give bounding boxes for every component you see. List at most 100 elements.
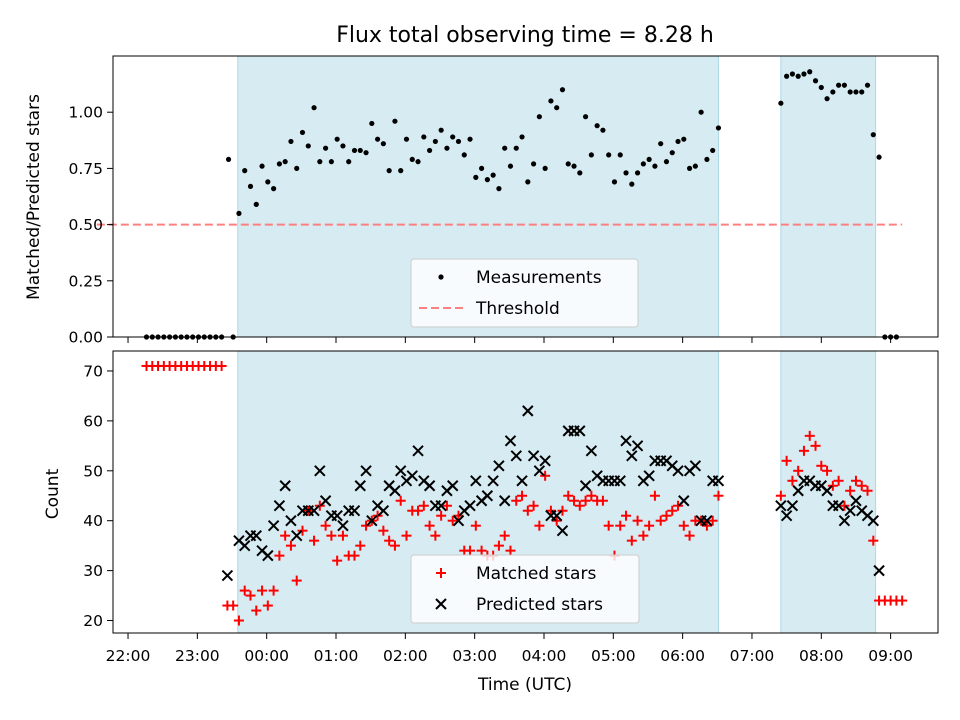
y-tick-label: 0.50 [68, 216, 103, 234]
predicted-stars-point-15 [308, 505, 320, 517]
matched-stars-point-53 [441, 500, 452, 511]
predicted-stars-point-87 [780, 510, 793, 522]
measurements-point-69 [536, 114, 542, 120]
measurements-point-95 [686, 165, 693, 171]
matched-stars-point-87 [638, 530, 649, 541]
matched-stars-point-52 [436, 510, 447, 521]
measurements-point-73 [559, 87, 566, 93]
measurements-point-51 [432, 138, 438, 145]
predicted-stars-point-70 [626, 450, 638, 462]
legend-box [410, 554, 640, 624]
matched-stars-point-22 [262, 600, 273, 611]
matched-stars-point-57 [465, 545, 476, 556]
measurements-point-21 [259, 163, 265, 169]
matched-stars-point-65 [511, 495, 522, 506]
measurements-point-100 [715, 125, 722, 131]
measurements-point-113 [847, 89, 853, 95]
y-tick-label: 50 [83, 462, 103, 480]
predicted-stars-point-48 [498, 495, 511, 507]
matched-stars-point-44 [389, 540, 400, 551]
x-tick-label: 06:00 [660, 647, 705, 665]
predicted-stars-point-35 [423, 480, 436, 492]
predicted-stars-point-10 [279, 480, 291, 492]
measurements-point-107 [812, 78, 819, 84]
measurements-point-74 [565, 161, 571, 167]
bottom-panel: 20 30 40 50 60 70 22:00 23:00 00:00 01:00 02:00 03… [43, 350, 939, 695]
x-tick-label: 23:00 [175, 647, 220, 665]
matched-stars-point-91 [661, 510, 672, 521]
measurements-point-37 [351, 147, 358, 154]
measurements-point-28 [299, 129, 306, 136]
measurements-point-65 [513, 145, 519, 151]
measurements-point-35 [340, 143, 346, 149]
predicted-stars-point-97 [838, 514, 851, 527]
matched-stars-point-55 [453, 510, 464, 521]
y-tick-label: 40 [83, 512, 103, 530]
predicted-stars-point-40 [452, 514, 465, 527]
predicted-stars-point-20 [337, 519, 349, 532]
legend-predicted-stars-label: Predicted stars [476, 595, 603, 615]
observing-interval-2 [780, 55, 877, 338]
matched-stars-point-107 [810, 440, 821, 451]
measurements-point-116 [864, 82, 871, 88]
x-tick-label: 04:00 [522, 647, 567, 665]
predicted-stars-point-25 [366, 514, 378, 527]
predicted-stars-point-85 [712, 475, 725, 487]
predicted-stars-point-49 [504, 435, 517, 447]
matched-stars-point-116 [862, 485, 873, 496]
measurements-point-26 [288, 138, 294, 145]
matched-stars-point-98 [701, 520, 712, 531]
measurements-point-72 [554, 105, 560, 111]
matched-stars-point-105 [798, 445, 809, 456]
measurements-point-45 [398, 168, 404, 174]
predicted-stars-point-7 [262, 549, 274, 562]
measurements-point-24 [276, 161, 282, 167]
predicted-stars-point-42 [464, 500, 476, 512]
predicted-stars-point-73 [643, 470, 655, 482]
matched-stars-point-30 [309, 535, 320, 546]
y-tick-label: 70 [83, 362, 103, 380]
matched-stars-point-35 [337, 530, 348, 541]
matched-stars-point-80 [597, 495, 608, 506]
matched-stars-point-76 [574, 500, 585, 511]
legend-matched-stars-label: Matched stars [476, 564, 596, 584]
measurements-point-89 [652, 163, 658, 169]
y-tick-label: 60 [83, 412, 103, 430]
matched-stars-point-33 [326, 530, 337, 541]
measurements-point-68 [530, 161, 537, 167]
predicted-stars-point-55 [539, 455, 551, 467]
top-panel-legend: Measurements Threshold [410, 258, 639, 328]
matched-stars-point-85 [626, 535, 637, 546]
matched-stars-point-95 [684, 530, 695, 541]
measurements-point-96 [692, 163, 698, 169]
measurements-point-118 [876, 154, 882, 160]
x-tick-label: 07:00 [730, 647, 775, 665]
measurements-point-32 [323, 145, 329, 151]
predicted-stars-point-81 [689, 460, 702, 472]
measurements-point-83 [617, 152, 623, 158]
matched-stars-point-14 [216, 360, 227, 371]
measurements-point-111 [836, 82, 842, 88]
measurements-point-58 [473, 174, 479, 180]
measurements-point-49 [421, 134, 427, 140]
measurements-point-38 [357, 147, 363, 154]
matched-stars-point-108 [816, 460, 827, 471]
matched-stars-point-45 [395, 495, 406, 506]
measurements-point-50 [426, 147, 433, 154]
measurements-point-29 [305, 143, 311, 149]
predicted-stars-point-89 [792, 485, 804, 497]
predicted-stars-point-61 [574, 425, 586, 437]
predicted-stars-point-33 [412, 445, 424, 457]
bottom-panel-x-axis: 22:00 23:00 00:00 01:00 02:00 03:00 04:00 05:00… [106, 633, 913, 665]
measurements-point-20 [253, 201, 259, 207]
measurements-point-115 [859, 89, 865, 95]
bottom-panel-legend: Matched stars Predicted stars [410, 554, 640, 624]
matched-stars-point-46 [401, 530, 412, 541]
y-tick-label: 0.75 [68, 160, 103, 178]
matched-stars-point-94 [678, 520, 689, 531]
legend-box [410, 258, 639, 328]
x-axis-label: Time (UTC) [477, 675, 572, 695]
measurements-point-71 [548, 98, 554, 104]
predicted-stars-point-51 [516, 475, 528, 487]
matched-stars-point-16 [228, 600, 239, 611]
